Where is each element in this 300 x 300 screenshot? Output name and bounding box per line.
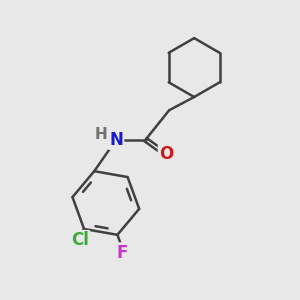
- Text: F: F: [116, 244, 128, 262]
- Text: H: H: [94, 127, 107, 142]
- Text: Cl: Cl: [71, 231, 89, 249]
- Text: N: N: [109, 131, 123, 149]
- Text: O: O: [159, 146, 173, 164]
